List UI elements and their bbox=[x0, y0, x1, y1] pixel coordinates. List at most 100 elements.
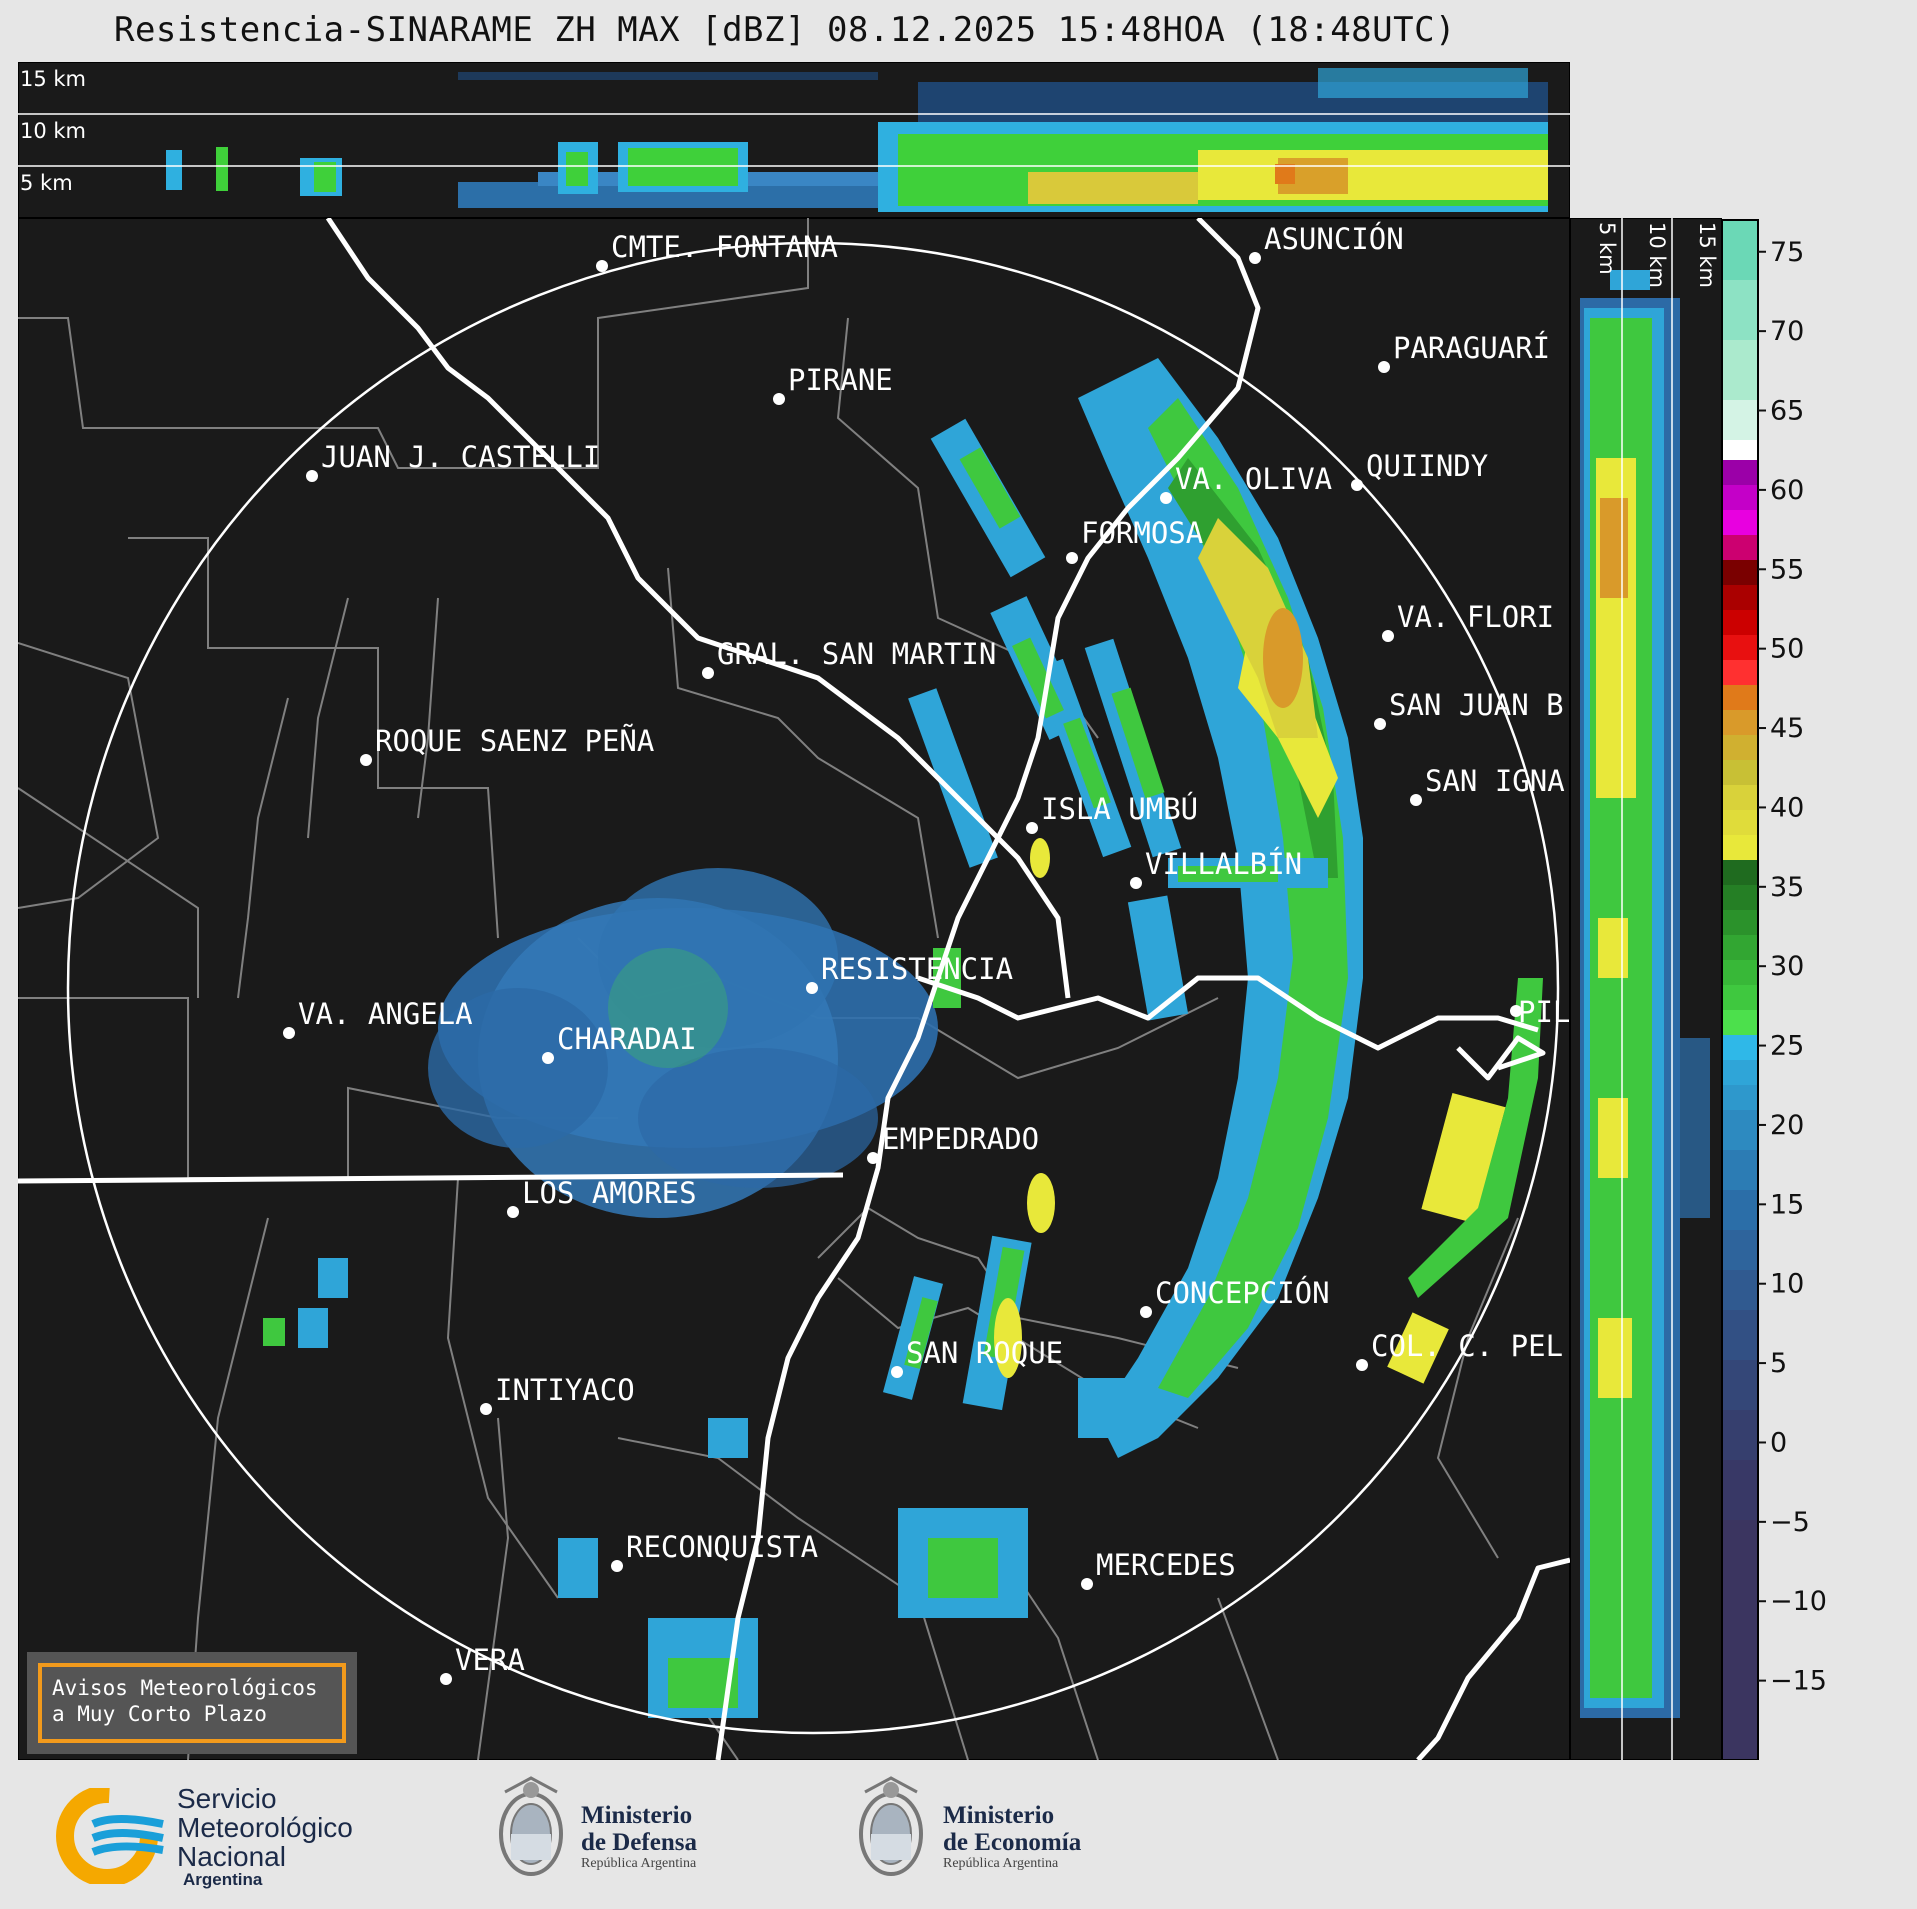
smn-line-3: Nacional bbox=[177, 1841, 286, 1872]
city-dot-asuncion bbox=[1249, 252, 1261, 264]
city-label-reconquista: RECONQUISTA bbox=[626, 1530, 818, 1564]
city-dot-quiindy bbox=[1351, 479, 1363, 491]
defensa-line-1: Ministerio bbox=[581, 1802, 693, 1829]
city-label-paraguari: PARAGUARÍ bbox=[1393, 331, 1550, 365]
city-dot-juan-j-castelli bbox=[306, 470, 318, 482]
economia-line-1: Ministerio bbox=[943, 1802, 1055, 1829]
colorbar-tick-label: −10 bbox=[1770, 1586, 1827, 1617]
city-dot-san-roque bbox=[891, 1366, 903, 1378]
side-alt-label-15km: 15 km bbox=[1695, 222, 1719, 288]
city-dot-formosa bbox=[1066, 552, 1078, 564]
city-dot-isla-umbu bbox=[1026, 822, 1038, 834]
city-dot-va-angela bbox=[283, 1027, 295, 1039]
city-dot-col-c-pel bbox=[1356, 1359, 1368, 1371]
city-dot-pil bbox=[1510, 1005, 1522, 1017]
smn-line-4: Argentina bbox=[183, 1870, 263, 1889]
colorbar-tick-label: 50 bbox=[1770, 634, 1804, 665]
city-dot-reconquista bbox=[611, 1560, 623, 1572]
economia-logo: Ministerio de Economía República Argenti… bbox=[855, 1772, 1135, 1892]
side-alt-label-10km: 10 km bbox=[1645, 222, 1669, 288]
argentine-shield-icon bbox=[499, 1776, 563, 1876]
city-label-col-c-pel: COL. C. PEL bbox=[1371, 1329, 1563, 1363]
radar-echoes bbox=[263, 358, 1543, 1718]
colorbar-tick-label: 20 bbox=[1770, 1110, 1804, 1141]
city-dot-san-igna bbox=[1410, 794, 1422, 806]
alt-label-5km: 5 km bbox=[20, 171, 73, 195]
city-label-mercedes: MERCEDES bbox=[1096, 1548, 1236, 1582]
city-label-gral-san-martin: GRAL. SAN MARTIN bbox=[717, 637, 996, 671]
city-dot-va-flori bbox=[1382, 630, 1394, 642]
city-label-va-flori: VA. FLORI bbox=[1397, 600, 1554, 634]
city-label-cmte-fontana: CMTE. FONTANA bbox=[611, 230, 838, 264]
city-label-va-angela: VA. ANGELA bbox=[298, 997, 473, 1031]
colorbar-tick-label: 75 bbox=[1770, 237, 1804, 268]
colorbar-tick-label: 35 bbox=[1770, 872, 1804, 903]
top-cross-section-panel: 15 km 10 km 5 km bbox=[18, 62, 1570, 218]
top-panel-echoes bbox=[166, 68, 1548, 212]
colorbar-segments bbox=[1721, 219, 1759, 1760]
colorbar-tick-label: 45 bbox=[1770, 713, 1804, 744]
city-label-isla-umbu: ISLA UMBÚ bbox=[1041, 792, 1198, 826]
colorbar-tick-label: 15 bbox=[1770, 1189, 1804, 1220]
city-dot-mercedes bbox=[1081, 1578, 1093, 1590]
warning-line-1: Avisos Meteorológicos bbox=[52, 1676, 318, 1700]
side-alt-label-5km: 5 km bbox=[1595, 222, 1619, 275]
city-label-asuncion: ASUNCIÓN bbox=[1264, 222, 1404, 256]
colorbar-tick-label: 0 bbox=[1770, 1427, 1787, 1458]
economia-line-2: de Economía bbox=[943, 1829, 1082, 1856]
warning-badge[interactable]: Avisos Meteorológicos a Muy Corto Plazo bbox=[27, 1652, 357, 1754]
city-dot-cmte-fontana bbox=[596, 260, 608, 272]
city-label-formosa: FORMOSA bbox=[1081, 516, 1203, 550]
colorbar-tick-label: −5 bbox=[1770, 1507, 1810, 1538]
smn-emblem-icon bbox=[56, 1788, 164, 1884]
colorbar-tick-label: 5 bbox=[1770, 1348, 1787, 1379]
colorbar-tick-label: 30 bbox=[1770, 951, 1804, 982]
alt-label-15km: 15 km bbox=[20, 67, 86, 91]
city-labels: CMTE. FONTANA ASUNCIÓN PARAGUARÍ PIRANE … bbox=[298, 222, 1570, 1677]
radar-map[interactable]: CMTE. FONTANA ASUNCIÓN PARAGUARÍ PIRANE … bbox=[18, 218, 1570, 1760]
side-cross-section-panel: 5 km 10 km 15 km bbox=[1570, 218, 1722, 1760]
colorbar-tick-label: 25 bbox=[1770, 1031, 1804, 1062]
city-label-roque-saenz-pena: ROQUE SAENZ PEÑA bbox=[375, 724, 654, 758]
smn-line-2: Meteorológico bbox=[177, 1812, 353, 1843]
city-dot-va-oliva bbox=[1160, 492, 1172, 504]
city-dot-los-amores bbox=[507, 1206, 519, 1218]
city-label-los-amores: LOS AMORES bbox=[522, 1176, 697, 1210]
city-label-charadai: CHARADAI bbox=[557, 1022, 697, 1056]
city-label-vera: VERA bbox=[455, 1643, 525, 1677]
city-label-pil: PIL bbox=[1518, 995, 1570, 1029]
radar-range-ring bbox=[66, 241, 1560, 1735]
city-label-va-oliva: VA. OLIVA bbox=[1175, 462, 1332, 496]
city-dot-vera bbox=[440, 1673, 452, 1685]
defensa-logo: Ministerio de Defensa República Argentin… bbox=[495, 1772, 755, 1892]
colorbar-tick-label: 70 bbox=[1770, 316, 1804, 347]
rivers bbox=[18, 218, 1570, 1760]
argentine-shield-icon bbox=[859, 1776, 923, 1876]
city-label-empedrado: EMPEDRADO bbox=[882, 1122, 1039, 1156]
city-dot-resistencia bbox=[806, 982, 818, 994]
colorbar-tick-label: 65 bbox=[1770, 396, 1804, 427]
colorbar-tick-label: 60 bbox=[1770, 475, 1804, 506]
warning-line-2: a Muy Corto Plazo bbox=[52, 1702, 267, 1726]
colorbar-tick-label: 55 bbox=[1770, 554, 1804, 585]
city-label-resistencia: RESISTENCIA bbox=[821, 952, 1013, 986]
city-dot-villalbin bbox=[1130, 877, 1142, 889]
city-dot-pirane bbox=[773, 393, 785, 405]
city-dot-san-juan-b bbox=[1374, 718, 1386, 730]
side-panel-echoes bbox=[1580, 270, 1710, 1718]
city-dot-charadai bbox=[542, 1052, 554, 1064]
city-markers bbox=[283, 252, 1522, 1685]
defensa-sub: República Argentina bbox=[581, 1856, 697, 1871]
city-label-san-juan-b: SAN JUAN B bbox=[1389, 688, 1564, 722]
smn-line-1: Servicio bbox=[177, 1783, 277, 1814]
city-label-san-roque: SAN ROQUE bbox=[906, 1336, 1063, 1370]
city-label-pirane: PIRANE bbox=[788, 363, 893, 397]
alt-label-10km: 10 km bbox=[20, 119, 86, 143]
colorbar-tick-label: 10 bbox=[1770, 1269, 1804, 1300]
city-label-quiindy: QUIINDY bbox=[1366, 449, 1488, 483]
city-dot-concepcion bbox=[1140, 1306, 1152, 1318]
city-dot-gral-san-martin bbox=[702, 667, 714, 679]
colorbar-tick-label: 40 bbox=[1770, 792, 1804, 823]
